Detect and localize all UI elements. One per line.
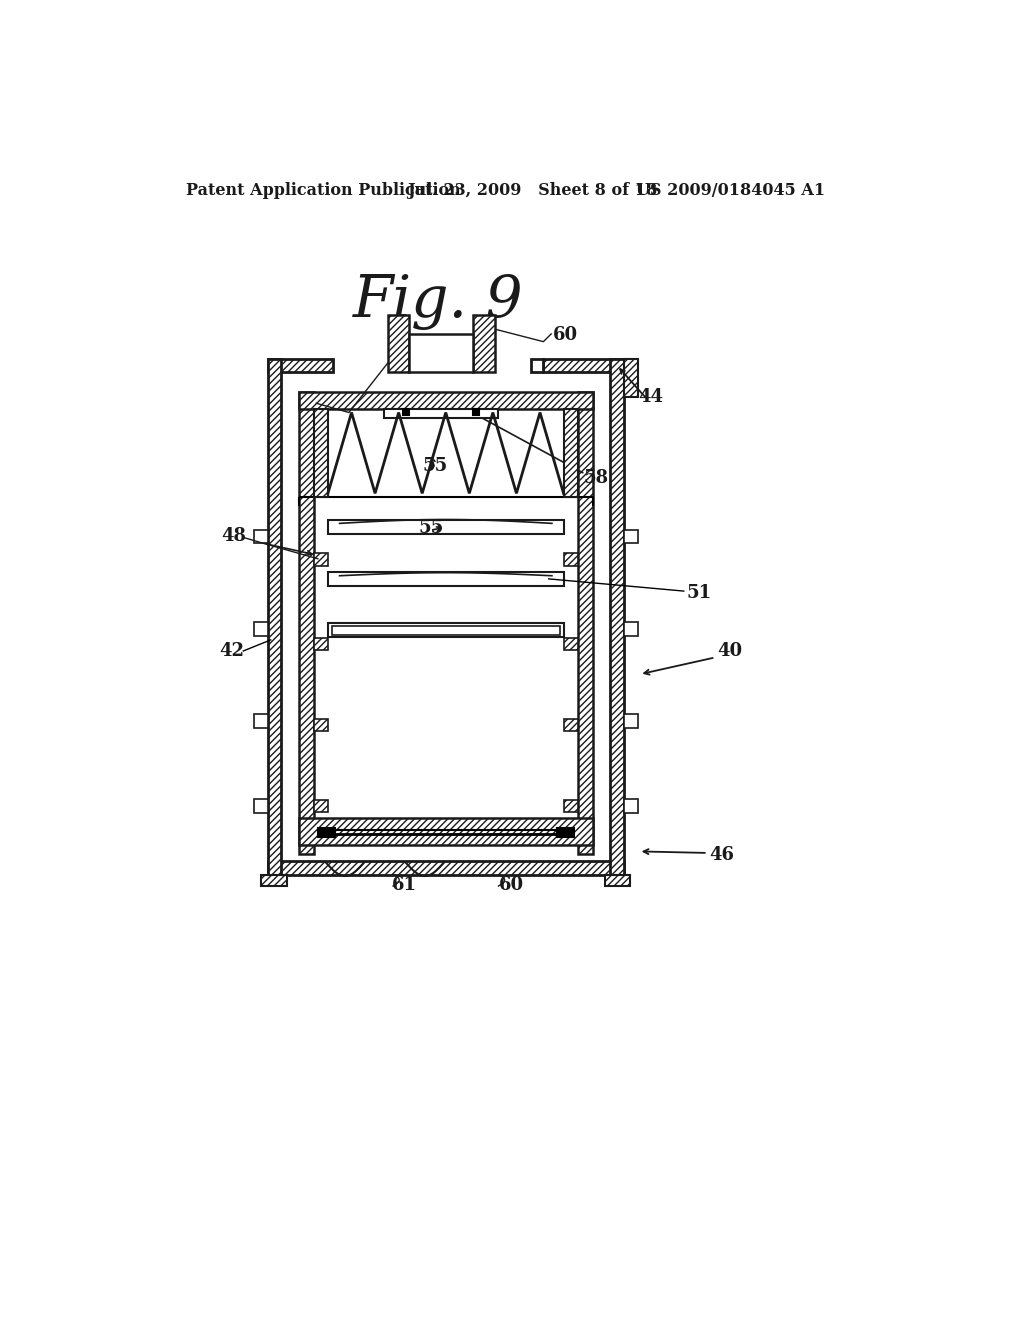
Bar [563, 553, 578, 566]
Bar [604, 875, 630, 886]
Text: 42: 42 [219, 643, 245, 660]
Text: Patent Application Publication: Patent Application Publication [186, 182, 461, 198]
Text: 61: 61 [391, 875, 417, 894]
Bar [557, 828, 573, 837]
Bar [254, 799, 267, 813]
Bar [328, 572, 563, 586]
Bar [314, 638, 328, 651]
Bar [317, 828, 335, 837]
Text: 55: 55 [423, 458, 447, 475]
Bar [299, 818, 593, 845]
Text: 40: 40 [717, 643, 742, 660]
Bar [563, 638, 578, 651]
Bar [563, 473, 578, 484]
Bar [563, 409, 578, 498]
Bar [299, 392, 314, 854]
Bar [624, 799, 638, 813]
Bar [254, 714, 267, 729]
Bar [610, 359, 624, 875]
Bar [314, 719, 328, 731]
Bar [267, 359, 282, 875]
Text: US 2009/0184045 A1: US 2009/0184045 A1 [636, 182, 824, 198]
Text: 55: 55 [419, 519, 443, 537]
Text: 56: 56 [297, 392, 323, 411]
Text: 46: 46 [710, 846, 734, 865]
Bar [314, 473, 328, 484]
Bar [314, 409, 328, 498]
Bar [624, 714, 638, 729]
Text: 51: 51 [686, 585, 711, 602]
Bar [403, 409, 410, 414]
Bar [332, 626, 560, 635]
Bar [531, 359, 543, 372]
Bar [624, 622, 638, 636]
Bar [563, 719, 578, 731]
Bar [328, 623, 563, 638]
Bar [254, 529, 267, 544]
Bar [254, 622, 267, 636]
Bar [388, 314, 410, 372]
Bar [261, 875, 287, 886]
Text: 60: 60 [553, 326, 578, 345]
Bar [267, 359, 334, 372]
Bar [384, 409, 499, 418]
Text: 44: 44 [638, 388, 663, 407]
Bar [624, 359, 638, 397]
Bar [410, 334, 473, 372]
Bar [624, 529, 638, 544]
Bar [299, 392, 593, 409]
Bar [473, 409, 479, 414]
Text: 58: 58 [584, 469, 609, 487]
Bar [563, 800, 578, 812]
Bar [543, 359, 624, 372]
Bar [473, 314, 495, 372]
Text: Jul. 23, 2009   Sheet 8 of 18: Jul. 23, 2009 Sheet 8 of 18 [407, 182, 657, 198]
Text: 48: 48 [221, 527, 246, 545]
Bar [578, 392, 593, 854]
Text: Fig. 9: Fig. 9 [352, 275, 523, 330]
Bar [314, 800, 328, 812]
Bar [328, 520, 563, 535]
Text: 60: 60 [499, 875, 523, 894]
Bar [267, 861, 624, 875]
Bar [314, 553, 328, 566]
